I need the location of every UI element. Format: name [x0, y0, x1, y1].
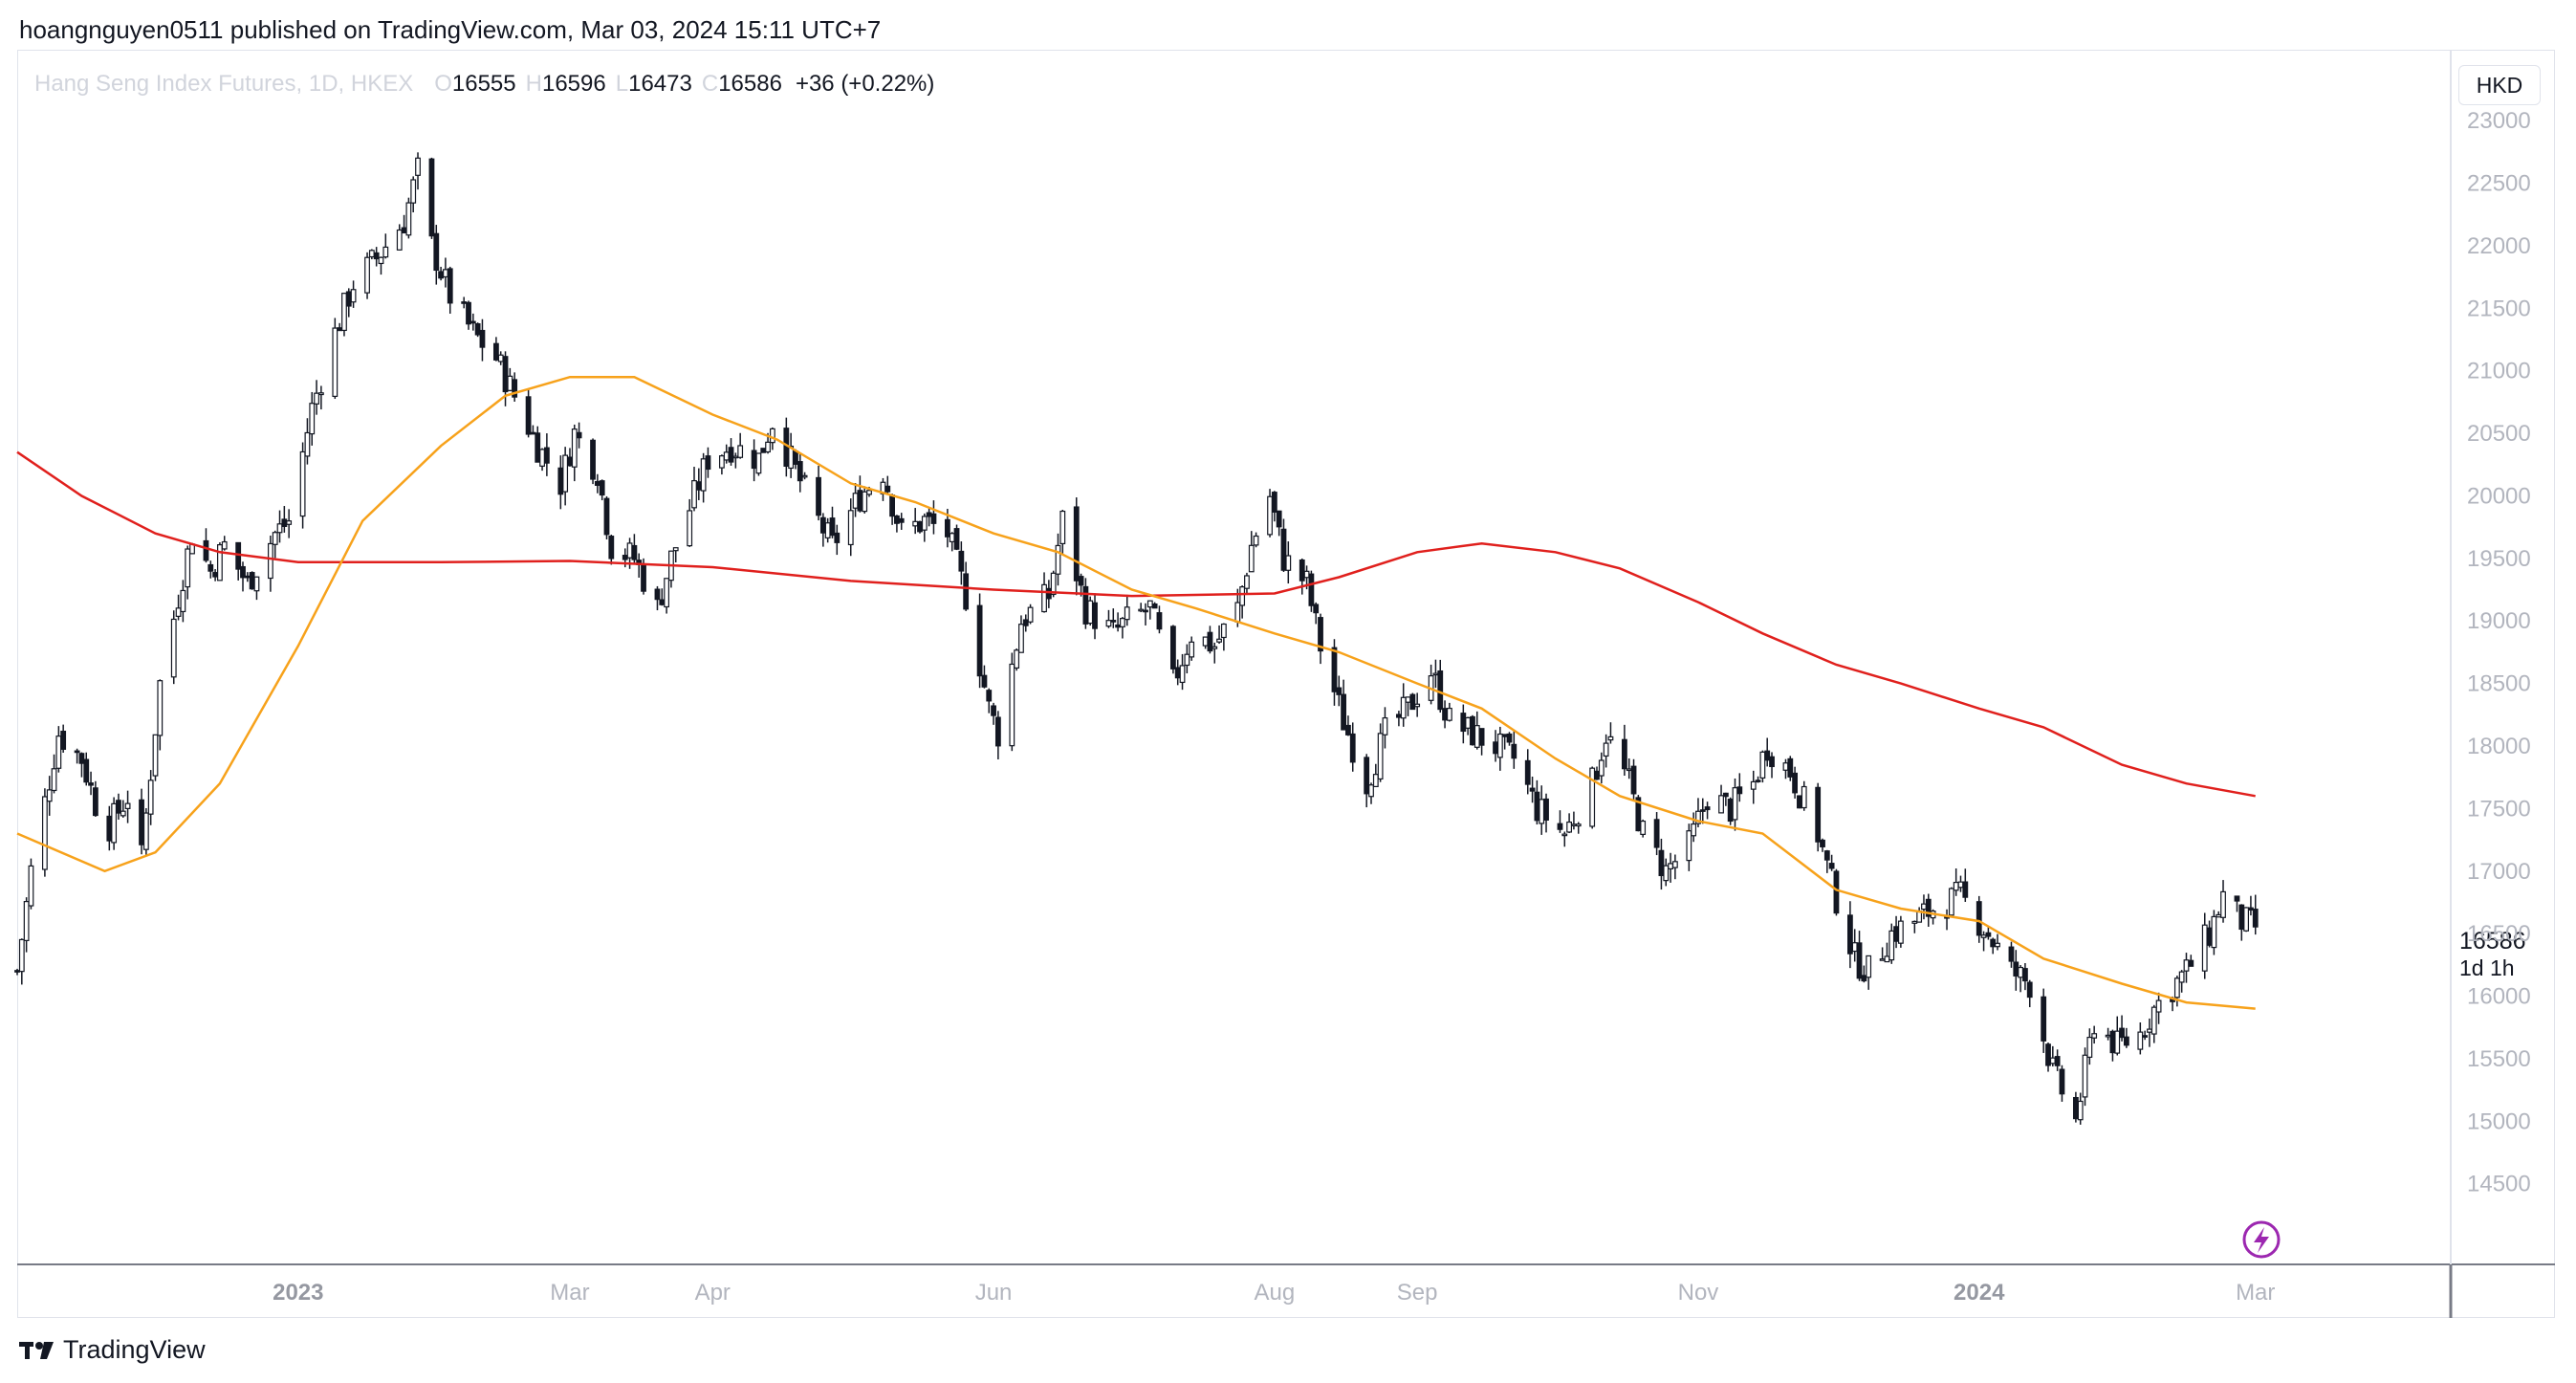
last-price-value: 16586 — [2459, 928, 2526, 955]
last-price-tag: 16586 1d 1h — [2459, 928, 2526, 981]
publisher-line: hoangnguyen0511 published on TradingView… — [19, 15, 882, 44]
high-label: H — [525, 71, 542, 97]
change-value: +36 (+0.22%) — [795, 71, 935, 97]
close-label: C — [701, 71, 719, 97]
close-value: 16586 — [718, 71, 782, 97]
tradingview-logo-icon — [19, 1341, 54, 1359]
chart-frame[interactable] — [17, 50, 2555, 1318]
open-value: 16555 — [451, 71, 516, 97]
footer-brand: TradingView — [63, 1335, 206, 1364]
symbol-label[interactable]: Hang Seng Index Futures, 1D, HKEX — [34, 71, 414, 97]
high-value: 16596 — [541, 71, 606, 97]
low-label: L — [615, 71, 629, 97]
open-label: O — [434, 71, 452, 97]
low-value: 16473 — [628, 71, 692, 97]
bar-countdown: 1d 1h — [2459, 955, 2515, 980]
footer[interactable]: TradingView — [19, 1335, 206, 1365]
currency-button[interactable]: HKD — [2458, 65, 2541, 105]
ohlc-legend: Hang Seng Index Futures, 1D, HKEX O 16555… — [34, 71, 934, 98]
